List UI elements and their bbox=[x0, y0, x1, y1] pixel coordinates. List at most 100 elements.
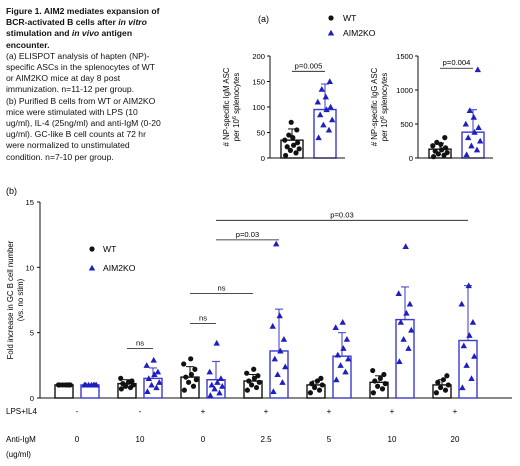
condition-lps-il4-label: LPS+IL4 bbox=[6, 407, 37, 416]
data-point-aim2ko bbox=[465, 282, 472, 289]
data-point-wt bbox=[438, 141, 444, 147]
data-point-aim2ko bbox=[463, 151, 470, 158]
caption-title-italic: in vitro bbox=[118, 17, 147, 28]
data-point-wt bbox=[244, 370, 250, 376]
data-point-wt bbox=[283, 152, 289, 159]
data-point-aim2ko bbox=[329, 116, 336, 123]
data-point-aim2ko bbox=[333, 376, 340, 383]
legend-aim2ko-label: AIM2KO bbox=[103, 263, 136, 273]
data-point-aim2ko bbox=[345, 355, 352, 362]
significance-label: ns bbox=[136, 338, 144, 347]
data-point-wt bbox=[290, 135, 296, 141]
y-axis-title-line: # NP-specific IgM ASC bbox=[222, 67, 231, 146]
data-point-aim2ko bbox=[322, 93, 329, 100]
data-point-wt bbox=[442, 135, 448, 141]
data-point-aim2ko bbox=[406, 300, 414, 307]
data-point-wt bbox=[444, 373, 450, 379]
data-point-aim2ko bbox=[208, 381, 215, 388]
significance-label: p=0.03 bbox=[330, 210, 353, 219]
data-point-wt bbox=[57, 382, 63, 388]
condition-anti-igm-unit: (ug/ml) bbox=[6, 450, 31, 459]
data-point-aim2ko bbox=[315, 134, 322, 141]
y-tick-label: 200 bbox=[252, 52, 265, 61]
data-point-aim2ko bbox=[462, 120, 469, 127]
y-tick-label: 15 bbox=[26, 198, 34, 207]
data-point-aim2ko bbox=[274, 371, 281, 378]
data-point-aim2ko bbox=[466, 107, 473, 113]
data-point-wt bbox=[288, 119, 294, 125]
data-point-aim2ko bbox=[397, 319, 404, 325]
data-point-aim2ko bbox=[459, 384, 466, 391]
caption-line: condition. n=7-10 per group. bbox=[6, 151, 114, 162]
data-point-aim2ko bbox=[154, 368, 162, 375]
data-point-wt bbox=[286, 132, 292, 138]
data-point-aim2ko bbox=[402, 243, 409, 249]
data-point-wt bbox=[287, 147, 293, 153]
caption-title-line: Figure 1. AIM2 mediates expansion of bbox=[6, 6, 160, 16]
data-point-aim2ko bbox=[463, 362, 470, 368]
data-point-aim2ko bbox=[339, 319, 346, 325]
data-point-aim2ko bbox=[143, 362, 150, 368]
condition-lps-value: + bbox=[264, 407, 269, 416]
data-point-wt bbox=[282, 137, 288, 143]
caption-title-part: encounter. bbox=[6, 39, 50, 50]
data-point-wt bbox=[370, 390, 376, 396]
data-point-wt bbox=[435, 379, 441, 385]
data-point-aim2ko bbox=[471, 128, 478, 135]
data-point-aim2ko bbox=[151, 371, 158, 378]
legend-wt-label: WT bbox=[103, 244, 117, 254]
data-point-aim2ko bbox=[340, 345, 347, 351]
data-point-wt bbox=[445, 382, 451, 388]
condition-anti-igm-value: 0 bbox=[201, 435, 206, 444]
data-point-aim2ko bbox=[396, 358, 403, 364]
data-point-aim2ko bbox=[320, 121, 327, 128]
data-point-aim2ko bbox=[148, 381, 155, 388]
y-tick-label: 100 bbox=[252, 103, 265, 112]
condition-lps-value: + bbox=[327, 407, 332, 416]
data-point-wt bbox=[372, 378, 378, 384]
data-point-wt bbox=[434, 139, 440, 145]
data-point-wt bbox=[375, 383, 381, 389]
data-point-aim2ko bbox=[326, 78, 333, 85]
y-tick-label: 0 bbox=[409, 154, 413, 163]
data-point-aim2ko bbox=[280, 336, 288, 342]
superscript-exponent: 6 bbox=[232, 116, 238, 119]
caption-line: (b) Purified B cells from WT or AIM2KO bbox=[6, 95, 156, 106]
condition-anti-igm-value: 10 bbox=[136, 435, 145, 444]
legend-wt-marker bbox=[89, 246, 95, 252]
data-point-wt bbox=[442, 387, 449, 393]
y-tick-label: 0 bbox=[261, 154, 265, 163]
data-point-wt bbox=[438, 384, 444, 391]
y-axis-title: # NP-specific IgG ASCper 106 splenocytes bbox=[370, 67, 389, 146]
y-tick-label: 5 bbox=[30, 329, 34, 338]
data-point-aim2ko bbox=[206, 368, 213, 375]
p-value-label: p=0.005 bbox=[295, 61, 323, 70]
y-tick-label: 10 bbox=[26, 263, 34, 272]
y-tick-label: 1500 bbox=[396, 52, 413, 61]
data-point-aim2ko bbox=[403, 309, 410, 316]
data-point-aim2ko bbox=[469, 319, 477, 325]
caption-line: ug/ml), IL-4 (25ng/ml) and anti-IgM (0-2… bbox=[6, 118, 161, 129]
data-point-wt bbox=[377, 375, 383, 381]
data-point-aim2ko bbox=[144, 388, 151, 395]
data-point-aim2ko bbox=[473, 146, 481, 153]
data-point-wt bbox=[192, 366, 198, 372]
data-point-aim2ko bbox=[408, 326, 415, 333]
caption-line: specific ASCs in the splenocytes of WT bbox=[6, 62, 156, 73]
data-point-aim2ko bbox=[475, 124, 482, 130]
data-point-aim2ko bbox=[325, 126, 333, 133]
data-point-wt bbox=[370, 367, 376, 374]
data-point-aim2ko bbox=[269, 322, 276, 329]
superscript-exponent: 6 bbox=[380, 116, 386, 119]
data-point-wt bbox=[440, 377, 446, 383]
condition-lps-value: - bbox=[139, 407, 142, 416]
legend-aim2ko-label: AIM2KO bbox=[343, 28, 376, 38]
data-point-aim2ko bbox=[211, 385, 218, 392]
data-point-wt bbox=[251, 366, 257, 372]
significance-label: ns bbox=[217, 283, 225, 292]
data-point-aim2ko bbox=[273, 240, 280, 247]
data-point-aim2ko bbox=[270, 388, 277, 395]
condition-anti-igm-value: 2.5 bbox=[260, 435, 272, 444]
y-axis-title: # NP-specific IgM ASCper 106 splenocytes bbox=[222, 67, 241, 146]
